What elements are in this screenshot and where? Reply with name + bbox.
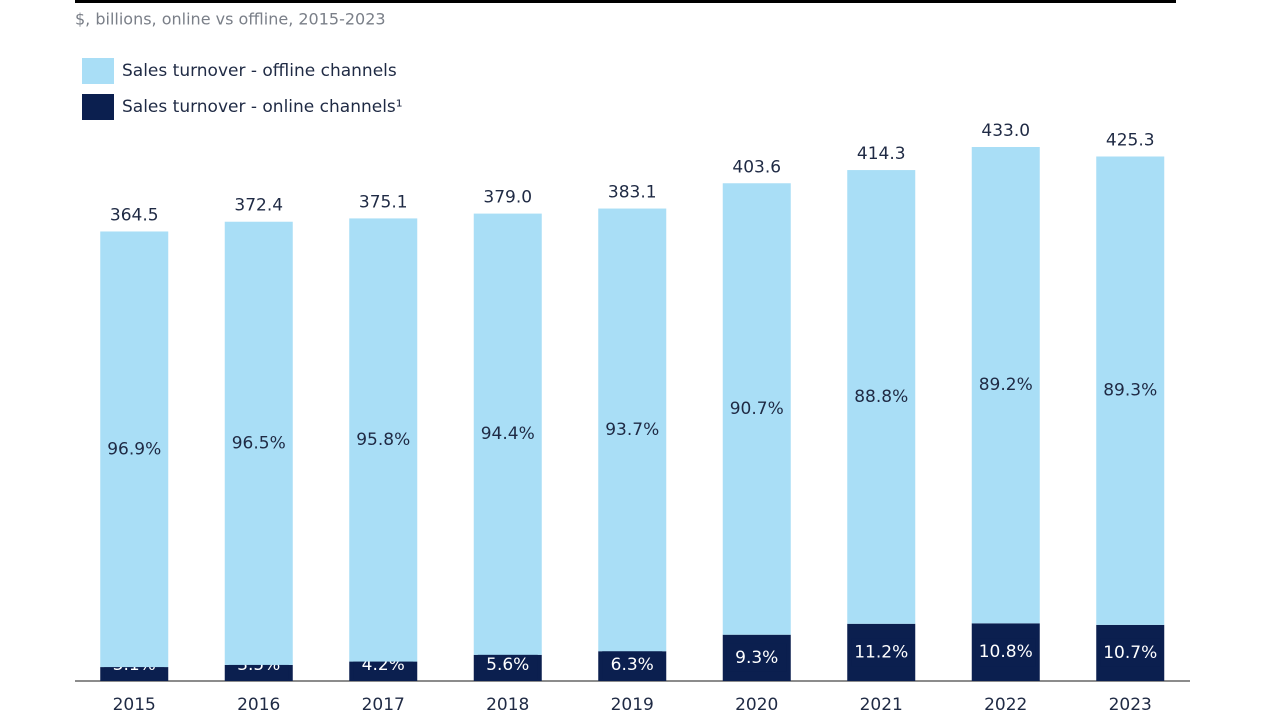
segment-label: 95.8% xyxy=(356,430,410,450)
bar-segment xyxy=(224,221,293,665)
label-backing xyxy=(726,643,787,672)
total-label: 375.1 xyxy=(359,192,408,212)
bar-segment xyxy=(1096,156,1165,625)
total-label: 379.0 xyxy=(483,188,532,208)
total-label: 383.1 xyxy=(608,183,657,203)
segment-label: 96.9% xyxy=(107,439,161,459)
segment-label: 89.3% xyxy=(1103,381,1157,401)
top-rule xyxy=(75,0,1176,3)
x-tick-label: 2022 xyxy=(984,695,1027,715)
total-label: 433.0 xyxy=(981,121,1030,141)
x-tick-label: 2019 xyxy=(611,695,654,715)
legend-swatch xyxy=(82,94,114,120)
segment-label: 9.3% xyxy=(735,648,778,668)
total-label: 425.3 xyxy=(1106,130,1155,150)
label-backing xyxy=(602,651,663,679)
bar-segment xyxy=(598,208,667,652)
legend-swatch xyxy=(82,58,114,84)
label-backing xyxy=(1100,638,1161,667)
x-tick-label: 2016 xyxy=(237,695,280,715)
segment-label: 94.4% xyxy=(481,424,535,444)
bar-segment xyxy=(349,218,418,662)
x-tick-label: 2021 xyxy=(860,695,903,715)
segment-label: 90.7% xyxy=(730,399,784,419)
x-tick-label: 2023 xyxy=(1109,695,1152,715)
total-label: 364.5 xyxy=(110,205,159,225)
segment-label: 89.2% xyxy=(979,375,1033,395)
total-label: 414.3 xyxy=(857,144,906,164)
total-label: 403.6 xyxy=(732,157,781,177)
x-tick-label: 2017 xyxy=(362,695,405,715)
x-tick-label: 2015 xyxy=(113,695,156,715)
bar-segment xyxy=(473,213,542,655)
chart-subtitle: $, billions, online vs offline, 2015-202… xyxy=(75,10,386,29)
x-tick-label: 2018 xyxy=(486,695,529,715)
bar-segment xyxy=(100,231,169,668)
total-label: 372.4 xyxy=(234,196,283,216)
segment-label: 10.8% xyxy=(979,642,1033,662)
bar-segment xyxy=(971,147,1040,624)
segment-label: 11.2% xyxy=(854,642,908,662)
segment-label: 96.5% xyxy=(232,433,286,453)
segment-label: 5.6% xyxy=(486,655,529,675)
bar-segment xyxy=(722,183,791,635)
legend-label: Sales turnover - offline channels xyxy=(122,61,397,81)
segment-label: 6.3% xyxy=(611,655,654,675)
x-tick-label: 2020 xyxy=(735,695,778,715)
bar-segment xyxy=(847,170,916,624)
label-backing xyxy=(477,651,538,679)
segment-label: 88.8% xyxy=(854,387,908,407)
label-backing xyxy=(851,638,912,667)
segment-label: 93.7% xyxy=(605,420,659,440)
segment-label: 10.7% xyxy=(1103,643,1157,663)
legend-label: Sales turnover - online channels¹ xyxy=(122,97,403,117)
label-backing xyxy=(975,638,1036,667)
